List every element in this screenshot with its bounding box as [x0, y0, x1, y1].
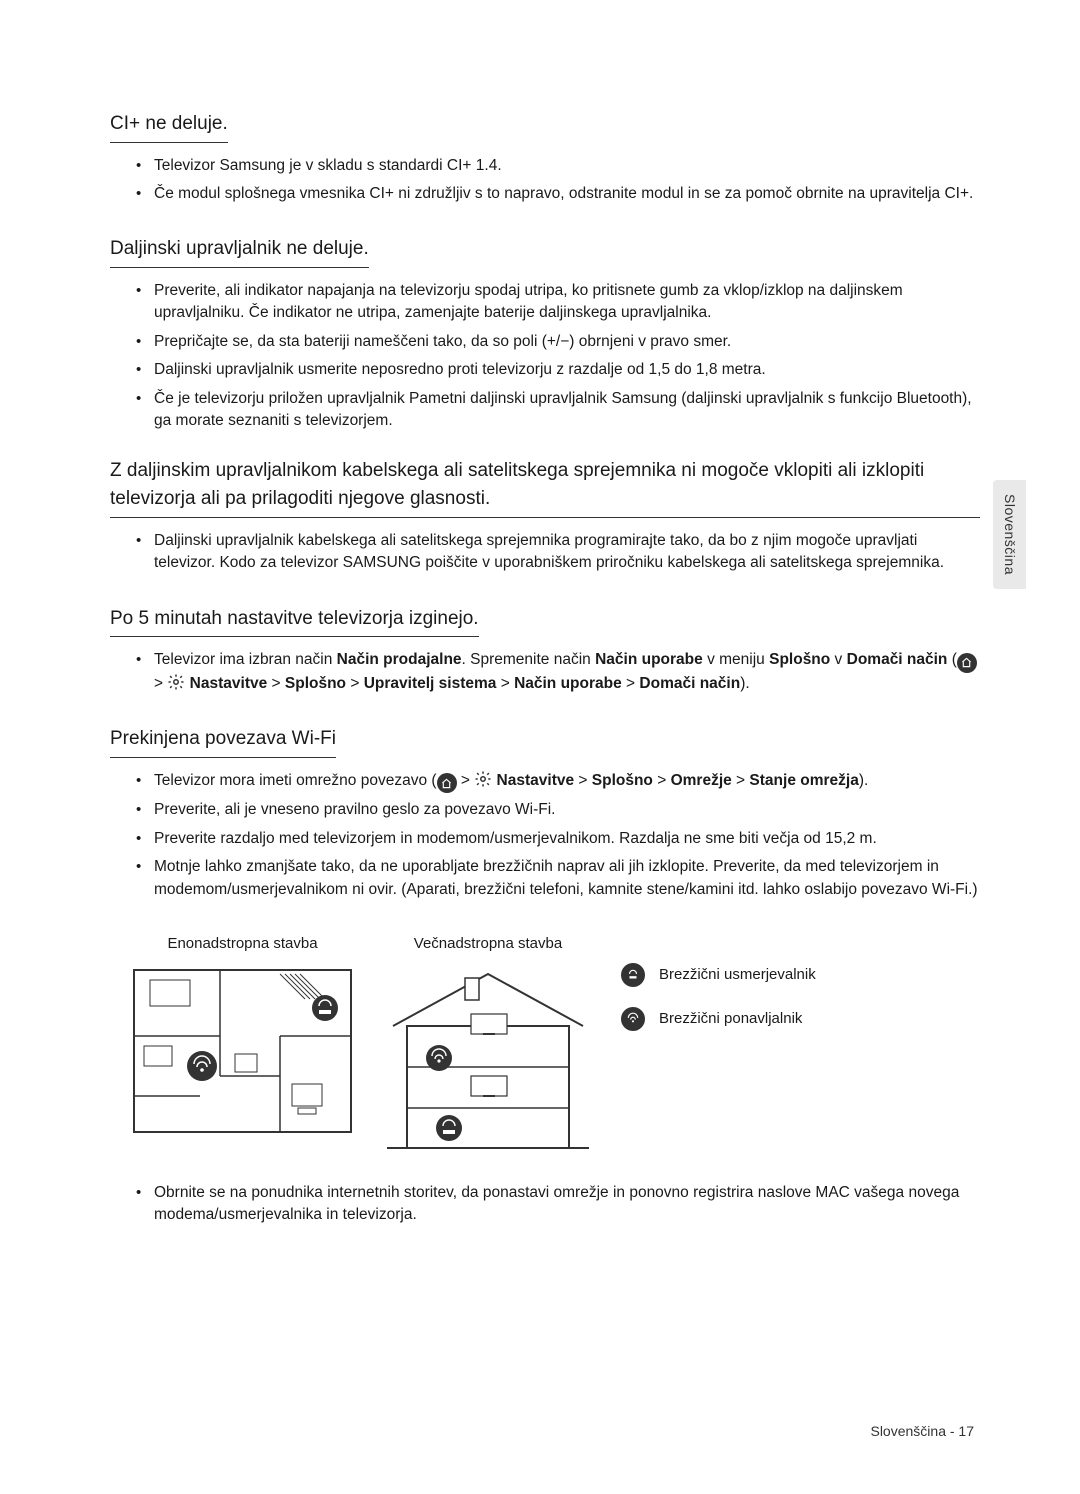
list-item: Preverite razdaljo med televizorjem in m… — [154, 828, 980, 850]
list-item: Daljinski upravljalnik kabelskega ali sa… — [154, 530, 980, 575]
section-title-remote: Daljinski upravljalnik ne deluje. — [110, 235, 369, 268]
list-item: Televizor ima izbran način Način prodaja… — [154, 649, 980, 695]
section-title-ci: CI+ ne deluje. — [110, 110, 228, 143]
gear-icon — [167, 673, 185, 691]
list-item: Televizor mora imeti omrežno povezavo ( … — [154, 770, 980, 794]
page-footer: Slovenščina - 17 — [870, 1421, 974, 1442]
cable-list: Daljinski upravljalnik kabelskega ali sa… — [110, 530, 980, 575]
text-bold: Splošno — [592, 772, 653, 789]
text-bold: Način uporabe — [514, 675, 622, 692]
list-item: Televizor Samsung je v skladu s standard… — [154, 155, 980, 177]
ci-list: Televizor Samsung je v skladu s standard… — [110, 155, 980, 206]
section-remote: Daljinski upravljalnik ne deluje. Prever… — [110, 211, 980, 432]
section-title-cable: Z daljinskim upravljalnikom kabelskega a… — [110, 457, 980, 518]
section-cable: Z daljinskim upravljalnikom kabelskega a… — [110, 457, 980, 575]
text-bold: Nastavitve — [497, 772, 575, 789]
list-item: Preverite, ali indikator napajanja na te… — [154, 280, 980, 325]
repeater-icon — [621, 1007, 645, 1031]
floorplan-svg — [130, 966, 355, 1136]
wifi-list-continued: Obrnite se na ponudnika internetnih stor… — [110, 1182, 980, 1227]
list-item: Če modul splošnega vmesnika CI+ ni združ… — [154, 183, 980, 205]
text: v meniju — [703, 651, 769, 668]
legend-label: Brezžični usmerjevalnik — [659, 964, 816, 987]
text-bold: Upravitelj sistema — [364, 675, 497, 692]
diagram-single-storey: Enonadstropna stavba — [130, 933, 355, 1136]
text: ). — [859, 772, 868, 789]
legend-router: Brezžični usmerjevalnik — [621, 963, 816, 987]
legend-repeater: Brezžični ponavljalnik — [621, 1007, 816, 1031]
diagram-caption-multi: Večnadstropna stavba — [414, 933, 562, 956]
diagram-row: Enonadstropna stavba — [110, 933, 980, 1156]
gear-icon — [474, 770, 492, 788]
section-title-fivemin: Po 5 minutah nastavitve televizorja izgi… — [110, 605, 479, 638]
text-bold: Splošno — [285, 675, 346, 692]
home-icon — [437, 773, 457, 793]
text-bold: Način prodajalne — [337, 651, 462, 668]
fivemin-list: Televizor ima izbran način Način prodaja… — [110, 649, 980, 695]
text-bold: Nastavitve — [190, 675, 268, 692]
list-item: Obrnite se na ponudnika internetnih stor… — [154, 1182, 980, 1227]
section-fivemin: Po 5 minutah nastavitve televizorja izgi… — [110, 581, 980, 695]
house-svg — [383, 966, 593, 1156]
list-item: Prepričajte se, da sta bateriji nameščen… — [154, 331, 980, 353]
router-icon — [621, 963, 645, 987]
home-icon — [957, 653, 977, 673]
diagram-caption-single: Enonadstropna stavba — [167, 933, 317, 956]
text-bold: Omrežje — [671, 772, 732, 789]
section-title-wifi: Prekinjena povezava Wi-Fi — [110, 725, 336, 758]
text: Televizor mora imeti omrežno povezavo ( — [154, 772, 437, 789]
text-bold: Stanje omrežja — [749, 772, 858, 789]
text: . Spremenite način — [462, 651, 596, 668]
text: ( — [947, 651, 956, 668]
wifi-list: Televizor mora imeti omrežno povezavo ( … — [110, 770, 980, 901]
text: v — [830, 651, 846, 668]
list-item: Motnje lahko zmanjšate tako, da ne upora… — [154, 856, 980, 901]
diagram-multi-storey: Večnadstropna stavba — [383, 933, 593, 1156]
section-ci: CI+ ne deluje. Televizor Samsung je v sk… — [110, 110, 980, 205]
list-item: Če je televizorju priložen upravljalnik … — [154, 388, 980, 433]
diagram-legend: Brezžični usmerjevalnik Brezžični ponavl… — [621, 963, 816, 1031]
language-tab: Slovenščina — [993, 480, 1026, 589]
text-bold: Domači način — [847, 651, 948, 668]
text: ). — [740, 675, 749, 692]
section-wifi: Prekinjena povezava Wi-Fi Televizor mora… — [110, 701, 980, 901]
text: Televizor ima izbran način — [154, 651, 337, 668]
text-bold: Splošno — [769, 651, 830, 668]
list-item: Preverite, ali je vneseno pravilno geslo… — [154, 799, 980, 821]
list-item: Daljinski upravljalnik usmerite neposred… — [154, 359, 980, 381]
text-bold: Način uporabe — [595, 651, 703, 668]
legend-label: Brezžični ponavljalnik — [659, 1008, 802, 1031]
text-bold: Domači način — [639, 675, 740, 692]
remote-list: Preverite, ali indikator napajanja na te… — [110, 280, 980, 433]
